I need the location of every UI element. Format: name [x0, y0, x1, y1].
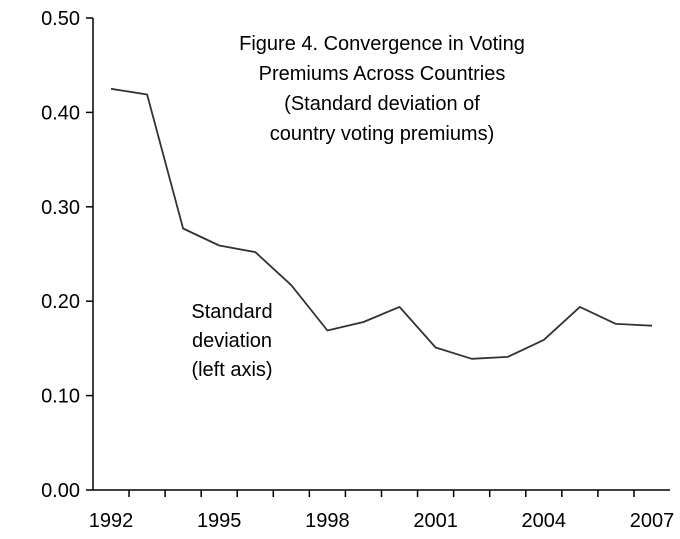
y-tick-label: 0.30	[41, 197, 80, 219]
chart-title: Figure 4. Convergence in Voting Premiums …	[239, 33, 525, 145]
title-line: country voting premiums)	[270, 123, 495, 145]
y-tick-label: 0.20	[41, 291, 80, 313]
y-tick-label: 0.10	[41, 386, 80, 408]
annotation-line: (left axis)	[191, 359, 272, 381]
series-annotation: Standard deviation (left axis)	[191, 301, 272, 381]
x-tick-label: 2007	[630, 510, 675, 532]
series-standard-deviation	[110, 87, 653, 360]
series-line	[110, 87, 653, 360]
title-line: Figure 4. Convergence in Voting	[239, 33, 525, 55]
x-tick-label: 1992	[89, 510, 134, 532]
annotation-line: Standard	[191, 301, 272, 323]
x-tick-label: 1998	[305, 510, 350, 532]
annotation-line: deviation	[192, 330, 272, 352]
x-tick-label: 2004	[522, 510, 567, 532]
y-axis: 0.00 0.10 0.20 0.30 0.40 0.50	[41, 8, 94, 502]
y-tick-label: 0.50	[41, 8, 80, 30]
title-line: Premiums Across Countries	[259, 63, 506, 85]
y-tick-label: 0.40	[41, 102, 80, 124]
y-tick-label: 0.00	[41, 480, 80, 502]
x-tick-label: 1995	[197, 510, 242, 532]
title-line: (Standard deviation of	[284, 93, 480, 115]
x-tick-label: 2001	[413, 510, 458, 532]
x-axis: 1992 1995 1998 2001 2004 2007	[89, 489, 675, 532]
